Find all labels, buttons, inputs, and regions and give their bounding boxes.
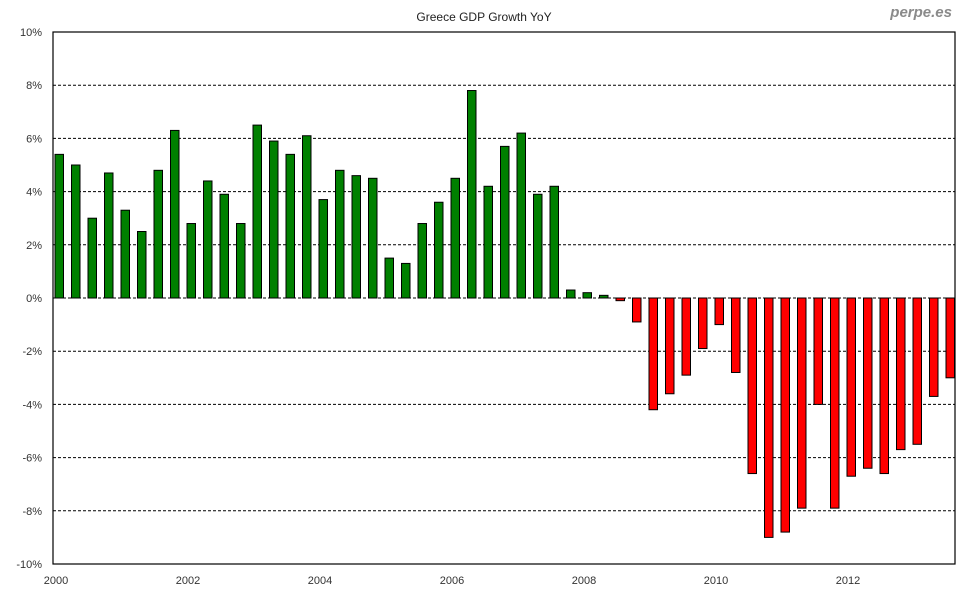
bar-2013Q1 <box>912 297 922 445</box>
bar-2009Q4 <box>698 297 708 350</box>
y-tick-label: -8% <box>22 506 42 518</box>
bars <box>54 90 955 538</box>
x-tick-label: 2006 <box>440 575 464 587</box>
plot-frame <box>52 31 956 565</box>
y-tick-label: -6% <box>22 453 42 465</box>
bar-2007Q1 <box>516 132 526 299</box>
bar-2012Q1 <box>846 297 856 477</box>
x-axis-ticks: 2000 2002 2004 2006 2008 2010 2012 <box>44 575 860 587</box>
bar-2006Q4 <box>500 145 510 299</box>
bar-2012Q3 <box>879 297 889 475</box>
bar-2002Q1 <box>186 223 196 299</box>
bar-2010Q1 <box>714 297 724 326</box>
x-tick-label: 2002 <box>176 575 200 587</box>
bar-2003Q3 <box>285 153 295 299</box>
bar-2001Q2 <box>137 231 147 299</box>
y-tick-label: 10% <box>20 27 42 39</box>
y-tick-label: -2% <box>22 346 42 358</box>
bar-2011Q3 <box>813 297 823 405</box>
bar-2002Q2 <box>203 180 213 299</box>
bar-2013Q2 <box>929 297 939 397</box>
bar-2009Q1 <box>648 297 658 411</box>
y-tick-label: 4% <box>26 187 42 199</box>
bar-2008Q2 <box>599 294 609 299</box>
bar-2011Q1 <box>780 297 790 533</box>
bar-2011Q4 <box>830 297 840 509</box>
bar-2008Q4 <box>632 297 642 323</box>
bar-2001Q3 <box>153 169 163 299</box>
bar-2004Q3 <box>351 175 361 299</box>
y-tick-label: 8% <box>26 80 42 92</box>
bar-2003Q2 <box>269 140 279 299</box>
bar-2001Q1 <box>120 209 130 299</box>
x-tick-label: 2004 <box>308 575 332 587</box>
bar-2002Q3 <box>219 193 229 299</box>
bar-2000Q2 <box>71 164 81 299</box>
bar-2007Q2 <box>533 193 543 299</box>
y-tick-label: 0% <box>26 293 42 305</box>
bar-2009Q2 <box>665 297 675 395</box>
y-tick-label: 2% <box>26 240 42 252</box>
bar-2000Q4 <box>104 172 114 299</box>
bar-2006Q3 <box>483 185 493 299</box>
bar-2008Q3 <box>615 297 625 302</box>
x-tick-label: 2010 <box>704 575 728 587</box>
y-tick-label: 6% <box>26 133 42 145</box>
bar-2004Q4 <box>368 177 378 299</box>
y-axis-ticks: 10% 8% 6% 4% 2% 0% -2% -4% -6% -8% -10% <box>16 27 42 571</box>
bar-2000Q3 <box>87 217 97 299</box>
bar-2003Q4 <box>302 135 312 299</box>
bar-2010Q2 <box>731 297 741 373</box>
bar-2005Q4 <box>434 201 444 299</box>
bar-2010Q4 <box>764 297 774 538</box>
bar-2011Q2 <box>797 297 807 509</box>
bar-2006Q2 <box>467 90 477 299</box>
bar-2007Q3 <box>549 185 559 299</box>
x-tick-label: 2000 <box>44 575 68 587</box>
watermark-logo: perpe.es <box>889 4 952 21</box>
x-tick-label: 2008 <box>572 575 596 587</box>
bar-2001Q4 <box>170 129 180 299</box>
bar-2007Q4 <box>566 289 576 299</box>
bar-2006Q1 <box>450 177 460 299</box>
bar-2005Q1 <box>384 257 394 299</box>
y-tick-label: -10% <box>16 559 42 571</box>
chart-title: Greece GDP Growth YoY <box>416 10 551 24</box>
bar-2008Q1 <box>582 292 592 299</box>
bar-2012Q4 <box>896 297 906 451</box>
bar-2000Q1 <box>54 153 64 299</box>
bar-2010Q3 <box>747 297 757 475</box>
bar-2005Q3 <box>417 223 427 299</box>
bar-2013Q3 <box>945 297 955 379</box>
bar-2003Q1 <box>252 124 262 299</box>
bar-2002Q4 <box>236 223 246 299</box>
bar-2004Q2 <box>335 169 345 299</box>
bar-2009Q3 <box>681 297 691 376</box>
y-tick-label: -4% <box>22 399 42 411</box>
x-tick-label: 2012 <box>836 575 860 587</box>
bar-2012Q2 <box>863 297 873 469</box>
bar-2005Q2 <box>401 262 411 299</box>
bar-2004Q1 <box>318 199 328 299</box>
